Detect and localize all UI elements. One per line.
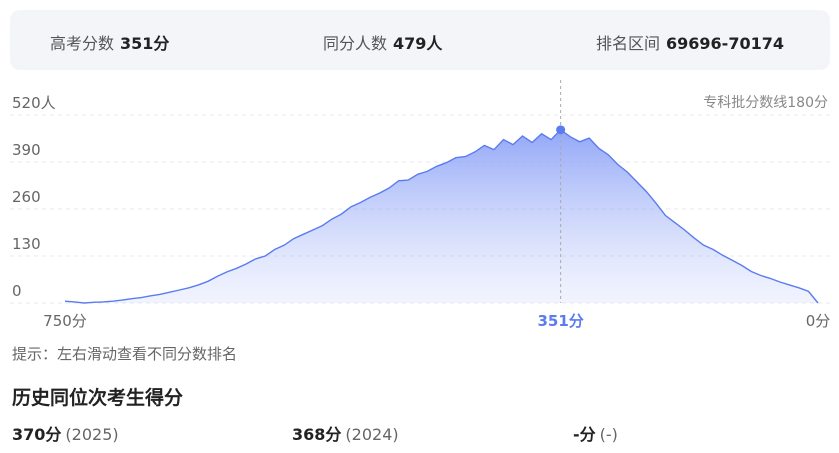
chart: 专科批分数线180分 0 130 260 390 520人 750分 351分 0分 bbox=[10, 80, 831, 330]
section-title: 历史同位次考生得分 bbox=[12, 387, 184, 409]
history-item: 368分 (2024) bbox=[292, 421, 399, 445]
area bbox=[65, 129, 818, 303]
hint: 提示：左右滑动查看不同分数排名 bbox=[12, 345, 238, 363]
year: (-) bbox=[599, 425, 618, 444]
annotation: 专科批分数线180分 bbox=[703, 95, 828, 111]
score: 368分 bbox=[292, 425, 342, 444]
history-item: 370分 (2025) bbox=[12, 421, 119, 445]
year: (2024) bbox=[345, 425, 399, 444]
label: 同分人数 bbox=[323, 34, 388, 53]
summary-item: 同分人数 479人 bbox=[323, 30, 442, 54]
value: 479人 bbox=[393, 34, 443, 53]
summary-box: 高考分数 351分 同分人数 479人 排名区间 69696-70174 bbox=[10, 10, 830, 70]
summary-item: 高考分数 351分 bbox=[50, 30, 169, 54]
y-tick-label: 520人 bbox=[12, 94, 56, 112]
y-tick-label: 390 bbox=[12, 141, 41, 159]
x-tick-label: 351分 bbox=[537, 312, 583, 330]
x-tick-label: 0分 bbox=[806, 312, 831, 330]
y-tick-label: 130 bbox=[12, 235, 41, 253]
year: (2025) bbox=[65, 425, 119, 444]
score: -分 bbox=[573, 425, 596, 444]
label: 高考分数 bbox=[50, 34, 115, 53]
summary-item: 排名区间 69696-70174 bbox=[596, 30, 784, 54]
y-tick-label: 260 bbox=[12, 188, 41, 206]
value: 351分 bbox=[120, 34, 170, 53]
line bbox=[64, 128, 819, 304]
score: 370分 bbox=[12, 425, 62, 444]
y-tick-label: 0 bbox=[12, 282, 22, 300]
x-tick-label: 750分 bbox=[43, 312, 87, 330]
value: 69696-70174 bbox=[666, 34, 784, 53]
label: 排名区间 bbox=[596, 34, 661, 53]
history-item: -分 (-) bbox=[573, 421, 618, 445]
highlight-point bbox=[556, 125, 566, 135]
